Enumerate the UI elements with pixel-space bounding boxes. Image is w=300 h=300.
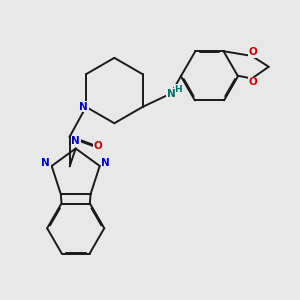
Text: O: O [249,47,258,57]
Text: N: N [71,136,80,146]
Text: N: N [41,158,50,168]
Text: H: H [175,85,182,94]
Text: N: N [101,158,110,168]
Text: O: O [94,140,102,151]
Text: N: N [167,88,175,98]
Text: N: N [79,102,88,112]
Text: O: O [249,77,258,87]
